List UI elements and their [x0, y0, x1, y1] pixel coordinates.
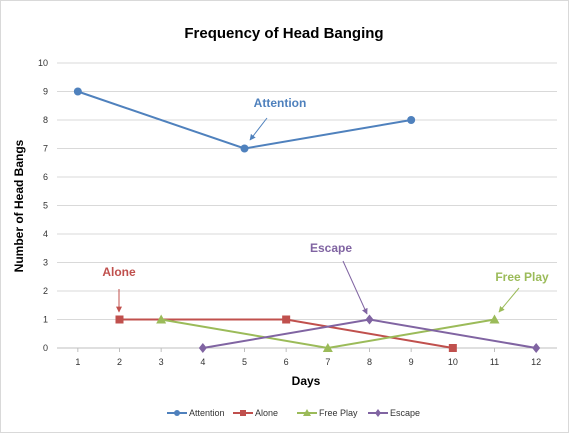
x-tick-label: 3 [159, 357, 164, 367]
data-point-escape [532, 343, 541, 353]
legend-item-alone: Alone [233, 408, 278, 418]
data-point-free-play [489, 314, 500, 324]
legend-item-attention: Attention [167, 408, 225, 418]
x-tick-labels: 1 2 3 4 5 6 7 8 9 10 11 12 [75, 348, 541, 367]
annotation-arrow-attention [249, 117, 268, 141]
data-point-attention [407, 116, 416, 124]
legend-marker [303, 409, 311, 416]
annotations: Attention Alone Escape Free Play [102, 96, 549, 315]
legend-marker [240, 410, 246, 416]
data-point-free-play [156, 314, 167, 324]
x-tick-label: 1 [75, 357, 80, 367]
data-point-attention [73, 87, 82, 96]
chart-title: Frequency of Head Banging [184, 25, 383, 42]
gridlines [57, 62, 557, 349]
x-tick-label: 10 [448, 357, 458, 367]
y-tick-label: 4 [43, 229, 48, 239]
x-tick-label: 9 [409, 357, 414, 367]
x-tick-label: 11 [490, 357, 499, 367]
y-tick-label: 7 [43, 144, 48, 154]
x-tick-label: 8 [367, 357, 372, 367]
series-free-play [156, 314, 500, 352]
y-tick-label: 6 [43, 172, 48, 182]
annotation-label-attention: Attention [254, 96, 307, 110]
x-tick-label: 12 [531, 357, 541, 367]
legend-item-free-play: Free Play [297, 408, 358, 418]
legend-label: Alone [255, 408, 278, 418]
data-point-free-play [322, 343, 333, 352]
annotation-arrow-free-play [498, 287, 520, 313]
x-tick-label: 4 [200, 357, 205, 367]
y-tick-label: 10 [38, 58, 48, 68]
legend-marker [375, 409, 381, 417]
legend-label: Attention [189, 408, 225, 418]
annotation-arrow-escape [342, 260, 368, 315]
y-tick-label: 1 [43, 315, 48, 325]
y-tick-label: 0 [43, 343, 48, 353]
series-group [73, 87, 541, 353]
y-tick-label: 8 [43, 115, 48, 125]
legend-label: Free Play [319, 408, 358, 418]
y-tick-label: 9 [43, 87, 48, 97]
annotation-label-escape: Escape [310, 241, 352, 255]
data-point-alone [448, 344, 457, 352]
series-attention [73, 87, 416, 153]
annotation-label-alone: Alone [102, 265, 136, 279]
x-tick-label: 5 [242, 357, 247, 367]
y-axis-label: Number of Head Bangs [12, 139, 26, 272]
legend-marker [174, 410, 180, 416]
legend-label: Escape [390, 408, 420, 418]
x-axis-label: Days [292, 374, 321, 388]
x-tick-label: 2 [117, 357, 122, 367]
y-tick-label: 2 [43, 286, 48, 296]
y-tick-label: 3 [43, 258, 48, 268]
data-point-alone [282, 315, 291, 324]
series-escape [198, 314, 541, 353]
x-tick-label: 6 [284, 357, 289, 367]
series-alone [115, 315, 457, 352]
y-tick-labels: 0 1 2 3 4 5 6 7 8 9 10 [38, 58, 48, 353]
annotation-label-free-play: Free Play [495, 270, 549, 284]
y-tick-label: 5 [43, 201, 48, 211]
data-point-escape [198, 343, 207, 353]
data-point-alone [115, 315, 124, 324]
legend-item-escape: Escape [368, 408, 420, 418]
legend: Attention Alone Free Play Escape [167, 408, 420, 418]
data-point-attention [240, 144, 249, 153]
x-tick-label: 7 [325, 357, 330, 367]
data-point-escape [365, 314, 374, 325]
